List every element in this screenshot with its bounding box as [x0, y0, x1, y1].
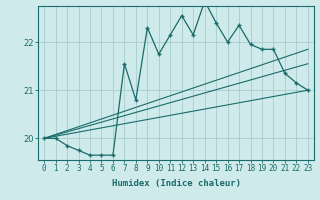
X-axis label: Humidex (Indice chaleur): Humidex (Indice chaleur) [111, 179, 241, 188]
